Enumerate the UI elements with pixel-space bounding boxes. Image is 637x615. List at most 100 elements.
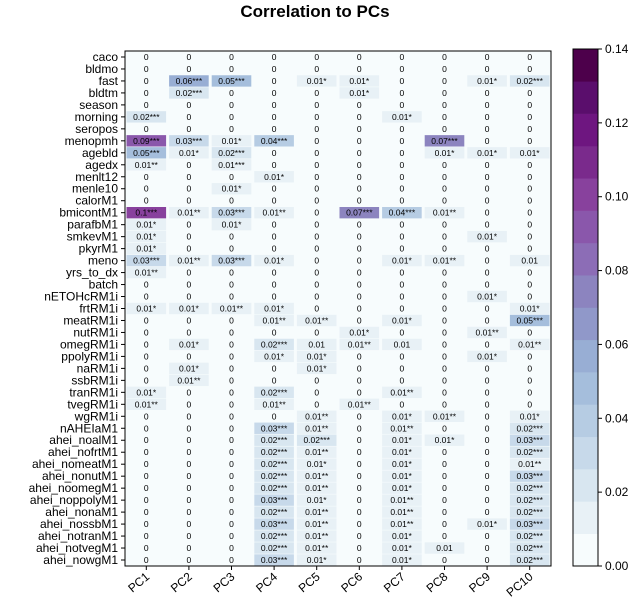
cell-label: 0 bbox=[400, 124, 405, 134]
cell-label: 0 bbox=[400, 100, 405, 110]
row-label-agedx: agedx bbox=[85, 158, 118, 172]
heatmap-cell-ahei-nomeatm1-pc4 bbox=[254, 458, 294, 470]
cell-label: 0 bbox=[229, 315, 234, 325]
cell-label: 0 bbox=[527, 160, 532, 170]
cell-label: 0 bbox=[229, 327, 234, 337]
cell-label: 0 bbox=[187, 435, 192, 445]
cell-label: 0 bbox=[187, 172, 192, 182]
heatmap-cell-fast-pc6 bbox=[339, 75, 380, 87]
cell-label: 0 bbox=[442, 100, 447, 110]
cell-label: 0 bbox=[229, 232, 234, 242]
cell-label: 0 bbox=[229, 531, 234, 541]
cell-label: 0 bbox=[442, 88, 447, 98]
cell-label: 0.01** bbox=[305, 531, 329, 541]
cell-label: 0 bbox=[442, 363, 447, 373]
cell-label: 0 bbox=[485, 136, 490, 146]
heatmap-cell-ahei-notvegm1-pc8 bbox=[424, 542, 465, 554]
heatmap-cell-morning-pc1 bbox=[126, 111, 167, 123]
row-label-ahei-nofrtm1: ahei_nofrtM1 bbox=[48, 445, 118, 459]
heatmap-cell-frtrm1i-pc2 bbox=[169, 302, 209, 315]
row-label-batch: batch bbox=[89, 278, 118, 292]
row-label-calorm1: calorM1 bbox=[75, 194, 118, 208]
cell-label: 0 bbox=[144, 483, 149, 493]
cell-label: 0 bbox=[229, 64, 234, 74]
heatmap-cell-ahei-nossbm1-pc4 bbox=[254, 518, 294, 530]
heatmap-cell-meno-pc3 bbox=[211, 254, 252, 267]
cell-label: 0 bbox=[272, 196, 277, 206]
heatmap-cell-ahei-nossbm1-pc9 bbox=[467, 518, 507, 530]
cell-label: 0 bbox=[485, 543, 490, 553]
cell-label: 0 bbox=[272, 375, 277, 385]
cell-label: 0 bbox=[229, 507, 234, 517]
cell-label: 0.01** bbox=[433, 411, 457, 421]
cell-label: 0 bbox=[229, 268, 234, 278]
cell-label: 0.02*** bbox=[218, 148, 245, 158]
heatmap-cell-ahei-nomeatm1-pc7 bbox=[382, 458, 422, 470]
cell-label: 0 bbox=[357, 375, 362, 385]
row-label-fast: fast bbox=[99, 74, 119, 88]
cell-label: 0 bbox=[187, 471, 192, 481]
cell-label: 0 bbox=[187, 124, 192, 134]
cell-label: 0.01 bbox=[436, 543, 453, 553]
cell-label: 0 bbox=[527, 88, 532, 98]
row-label-seropos: seropos bbox=[75, 122, 118, 136]
cell-label: 0 bbox=[485, 172, 490, 182]
cell-label: 0 bbox=[485, 459, 490, 469]
cell-label: 0.01* bbox=[136, 304, 157, 314]
cell-label: 0 bbox=[144, 423, 149, 433]
heatmap-cell-nutrm1i-pc9 bbox=[467, 326, 507, 339]
column-label-pc10: PC10 bbox=[504, 569, 536, 599]
heatmap-cell-labels: 0 0 0 0 0 0 0 0 0 0 0 0 0 0 0 0 0 0 0 0 0 0.06*** 0.05*** 0 0.01… bbox=[133, 52, 544, 565]
cell-label: 0 bbox=[187, 280, 192, 290]
heatmap-cell-tranrm1i-pc4 bbox=[254, 386, 294, 399]
row-label-caco: caco bbox=[93, 50, 119, 64]
cell-label: 0 bbox=[229, 435, 234, 445]
cell-label: 0.01** bbox=[135, 160, 159, 170]
cell-label: 0.01** bbox=[390, 507, 414, 517]
cell-label: 0 bbox=[527, 208, 532, 218]
heatmap-cell-agebld-pc10 bbox=[509, 147, 550, 159]
cell-label: 0 bbox=[229, 459, 234, 469]
row-label-ahei-noomegm1: ahei_noomegM1 bbox=[29, 481, 119, 495]
cell-label: 0 bbox=[485, 268, 490, 278]
cell-label: 0 bbox=[357, 268, 362, 278]
heatmap-cell-ppolyrm1i-pc5 bbox=[296, 350, 337, 363]
cell-label: 0 bbox=[357, 411, 362, 421]
row-label-tvegrm1i: tvegRM1i bbox=[67, 397, 118, 411]
heatmap-cell-ahei-nossbm1-pc10 bbox=[509, 518, 550, 530]
cell-label: 0.01** bbox=[305, 315, 329, 325]
cell-label: 0 bbox=[442, 531, 447, 541]
cell-label: 0.03*** bbox=[176, 136, 203, 146]
colorbar-swatch bbox=[573, 210, 598, 244]
heatmap-cell-ahei-nonam1-pc5 bbox=[296, 506, 337, 518]
heatmap-cell-menopmh-pc2 bbox=[169, 135, 209, 147]
cell-label: 0 bbox=[485, 124, 490, 134]
cell-label: 0.02*** bbox=[261, 507, 288, 517]
cell-label: 0 bbox=[229, 100, 234, 110]
cell-label: 0.01* bbox=[349, 76, 370, 86]
cell-label: 0.01** bbox=[390, 423, 414, 433]
cell-label: 0 bbox=[485, 471, 490, 481]
cell-label: 0.01* bbox=[477, 232, 498, 242]
cell-label: 0 bbox=[400, 244, 405, 254]
cell-label: 0 bbox=[144, 543, 149, 553]
cell-label: 0 bbox=[229, 483, 234, 493]
heatmap-cell-ahei-noalm1-pc5 bbox=[296, 434, 337, 446]
cell-label: 0 bbox=[527, 64, 532, 74]
cell-label: 0 bbox=[314, 100, 319, 110]
cell-label: 0 bbox=[357, 423, 362, 433]
heatmap-cell-meatrm1i-pc7 bbox=[382, 314, 422, 327]
cell-label: 0 bbox=[272, 268, 277, 278]
cell-label: 0 bbox=[144, 459, 149, 469]
heatmap-cell-netohcrm1i-pc9 bbox=[467, 290, 507, 303]
cell-label: 0 bbox=[229, 363, 234, 373]
cell-label: 0 bbox=[314, 148, 319, 158]
heatmap-cell-frtrm1i-pc1 bbox=[126, 302, 167, 315]
row-label-parafbm1: parafbM1 bbox=[67, 218, 118, 232]
row-label-ppolyrm1i: ppolyRM1i bbox=[61, 349, 118, 363]
cell-label: 0.01* bbox=[392, 555, 413, 565]
heatmap-cell-tranrm1i-pc7 bbox=[382, 386, 422, 399]
cell-label: 0 bbox=[400, 52, 405, 62]
heatmap-cell-agebld-pc2 bbox=[169, 147, 209, 159]
cell-label: 0 bbox=[357, 351, 362, 361]
